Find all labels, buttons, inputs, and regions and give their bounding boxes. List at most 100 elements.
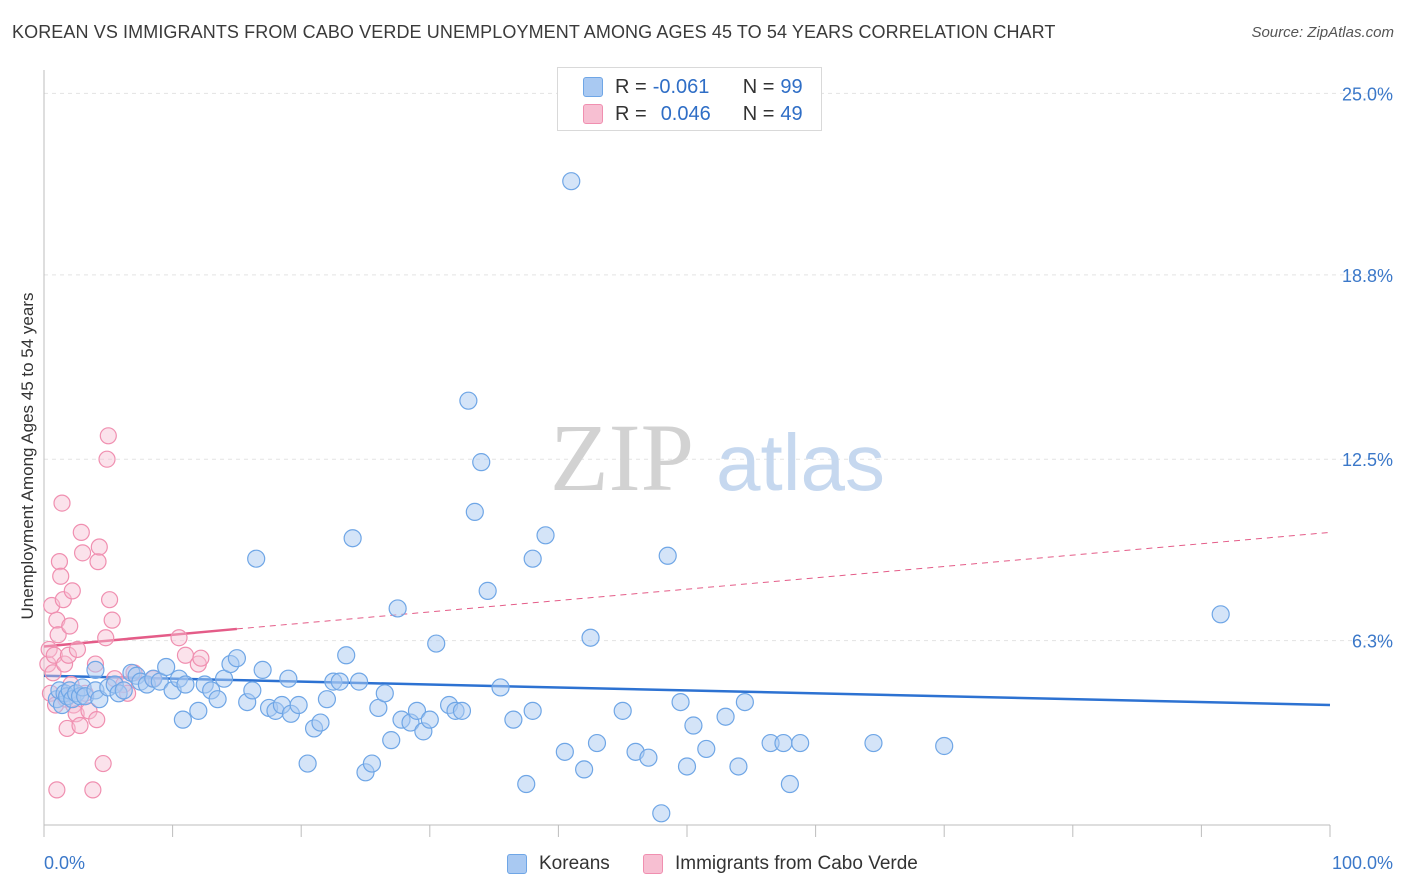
cabo-point — [48, 781, 66, 799]
korean-point — [774, 733, 793, 753]
korean-point — [491, 678, 510, 697]
korean-point — [279, 669, 298, 688]
bottom-legend-label-cabo: Immigrants from Cabo Verde — [675, 853, 918, 874]
legend-swatch-koreans — [583, 77, 603, 97]
korean-point — [176, 675, 195, 694]
korean-point — [253, 660, 272, 680]
y-tick-label-2: 18.8% — [1342, 266, 1393, 286]
legend-r-label: R = — [615, 102, 647, 125]
bottom-legend-swatch-cabo — [643, 854, 663, 874]
legend-n-cabo: 49 — [780, 102, 803, 125]
korean-point — [420, 710, 439, 729]
korean-point — [227, 649, 246, 668]
cabo-point — [39, 655, 57, 673]
cabo-point — [72, 523, 90, 541]
korean-point — [536, 526, 555, 545]
legend-row-koreans: R = -0.061 N = 99 — [583, 74, 803, 100]
korean-point — [697, 739, 716, 759]
korean-point — [114, 681, 133, 700]
watermark: ZIP atlas — [550, 404, 885, 511]
cabo-point — [170, 629, 188, 647]
cabo-point — [68, 640, 87, 659]
korean-point — [311, 713, 330, 732]
korean-point — [555, 742, 574, 761]
cabo-point — [84, 781, 102, 799]
cabo-point — [59, 646, 78, 664]
korean-point — [523, 549, 542, 568]
bottom-legend-cabo[interactable]: Immigrants from Cabo Verde — [643, 852, 918, 876]
korean-points — [47, 172, 1230, 823]
korean-point — [362, 754, 382, 773]
x-tick-label-1: 100.0% — [1332, 853, 1393, 873]
y-axis-label: Unemployment Among Ages 45 to 54 years — [18, 292, 37, 620]
korean-point — [465, 502, 484, 521]
cabo-point — [63, 582, 81, 600]
legend-r-koreans: -0.061 — [652, 75, 710, 98]
korean-point — [684, 716, 703, 735]
korean-point — [677, 757, 697, 776]
korean-point — [289, 695, 308, 715]
tick-labels: 6.3% 12.5% 18.8% 25.0% 0.0% 100.0% — [44, 84, 1393, 873]
cabo-point — [55, 655, 74, 673]
korean-point — [478, 581, 497, 600]
korean-trend-line — [43, 674, 1331, 707]
cabo-point — [71, 716, 89, 735]
korean-point — [1211, 605, 1230, 624]
cabo-point — [50, 553, 69, 571]
korean-point — [581, 628, 600, 647]
y-tick-label-3: 25.0% — [1342, 84, 1393, 104]
korean-point — [864, 733, 883, 753]
korean-point — [243, 681, 262, 700]
legend-n-label: N = — [742, 102, 775, 125]
cabo-point — [94, 754, 112, 773]
korean-point — [562, 172, 581, 191]
y-tick-label-0: 6.3% — [1352, 632, 1393, 652]
cabo-point — [103, 611, 121, 629]
korean-point — [343, 529, 362, 548]
legend-n-koreans: 99 — [780, 75, 803, 98]
cabo-point — [44, 664, 62, 682]
cabo-point — [98, 450, 116, 468]
korean-point — [382, 731, 401, 750]
korean-point — [388, 599, 407, 618]
korean-point — [504, 710, 523, 729]
watermark-atlas: atlas — [716, 418, 885, 507]
korean-point — [935, 736, 954, 756]
legend-r-label: R = — [615, 75, 647, 98]
cabo-point — [89, 553, 107, 571]
cabo-verde-points — [39, 427, 210, 799]
korean-point — [407, 701, 427, 720]
cabo-point — [88, 711, 106, 729]
y-tick-label-1: 12.5% — [1342, 450, 1393, 470]
cabo-point — [192, 649, 210, 667]
cabo-point — [100, 591, 119, 609]
korean-point — [427, 634, 446, 653]
korean-point — [208, 690, 227, 709]
cabo-point — [54, 591, 72, 609]
korean-point — [298, 754, 317, 773]
cabo-point — [53, 494, 71, 512]
x-tick-label-0: 0.0% — [44, 853, 85, 873]
bottom-legend-swatch-koreans — [507, 854, 527, 874]
korean-point — [639, 748, 658, 767]
korean-point — [613, 701, 632, 720]
cabo-point — [58, 719, 76, 738]
korean-point — [735, 692, 754, 712]
korean-point — [189, 701, 208, 720]
cabo-point — [49, 626, 67, 644]
korean-point — [157, 657, 176, 677]
korean-point — [173, 710, 192, 729]
korean-point — [575, 760, 594, 779]
korean-point — [780, 774, 799, 794]
cabo-trend-line — [43, 627, 238, 648]
cabo-point — [99, 427, 117, 445]
korean-point — [523, 701, 542, 720]
korean-point — [317, 690, 337, 709]
korean-point — [349, 672, 369, 691]
bottom-legend-koreans[interactable]: Koreans — [507, 852, 610, 876]
cabo-trend-extension — [236, 531, 1331, 630]
korean-point — [337, 646, 356, 665]
cabo-point — [52, 567, 70, 585]
chart-title: KOREAN VS IMMIGRANTS FROM CABO VERDE UNE… — [12, 22, 1056, 42]
cabo-point — [97, 629, 115, 647]
